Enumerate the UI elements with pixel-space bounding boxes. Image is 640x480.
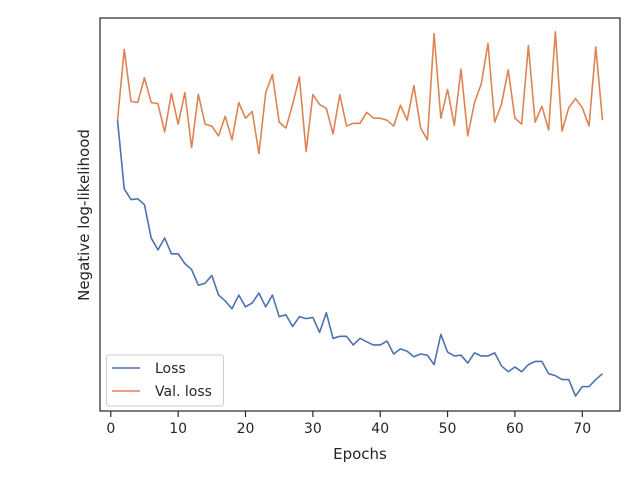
legend-label-val-loss: Val. loss bbox=[155, 384, 212, 400]
x-tick-label: 30 bbox=[304, 421, 322, 437]
x-tick-label: 0 bbox=[106, 421, 115, 437]
legend-label-loss: Loss bbox=[155, 361, 186, 377]
x-tick-label: 40 bbox=[371, 421, 389, 437]
x-tick-label: 70 bbox=[573, 421, 591, 437]
legend: Loss Val. loss bbox=[106, 354, 224, 407]
plot-frame bbox=[99, 17, 621, 412]
x-axis-ticks: 0 10 20 30 40 50 60 70 bbox=[106, 411, 591, 437]
plot-lines bbox=[116, 30, 604, 397]
y-axis-title: Negative log-likelihood bbox=[75, 129, 93, 301]
x-tick-label: 10 bbox=[169, 421, 187, 437]
series-line-val-loss bbox=[116, 30, 604, 155]
x-tick-label: 50 bbox=[439, 421, 457, 437]
x-tick-label: 60 bbox=[506, 421, 524, 437]
series-line-loss bbox=[116, 120, 604, 397]
x-axis-title: Epochs bbox=[333, 445, 387, 463]
x-tick-label: 20 bbox=[237, 421, 255, 437]
